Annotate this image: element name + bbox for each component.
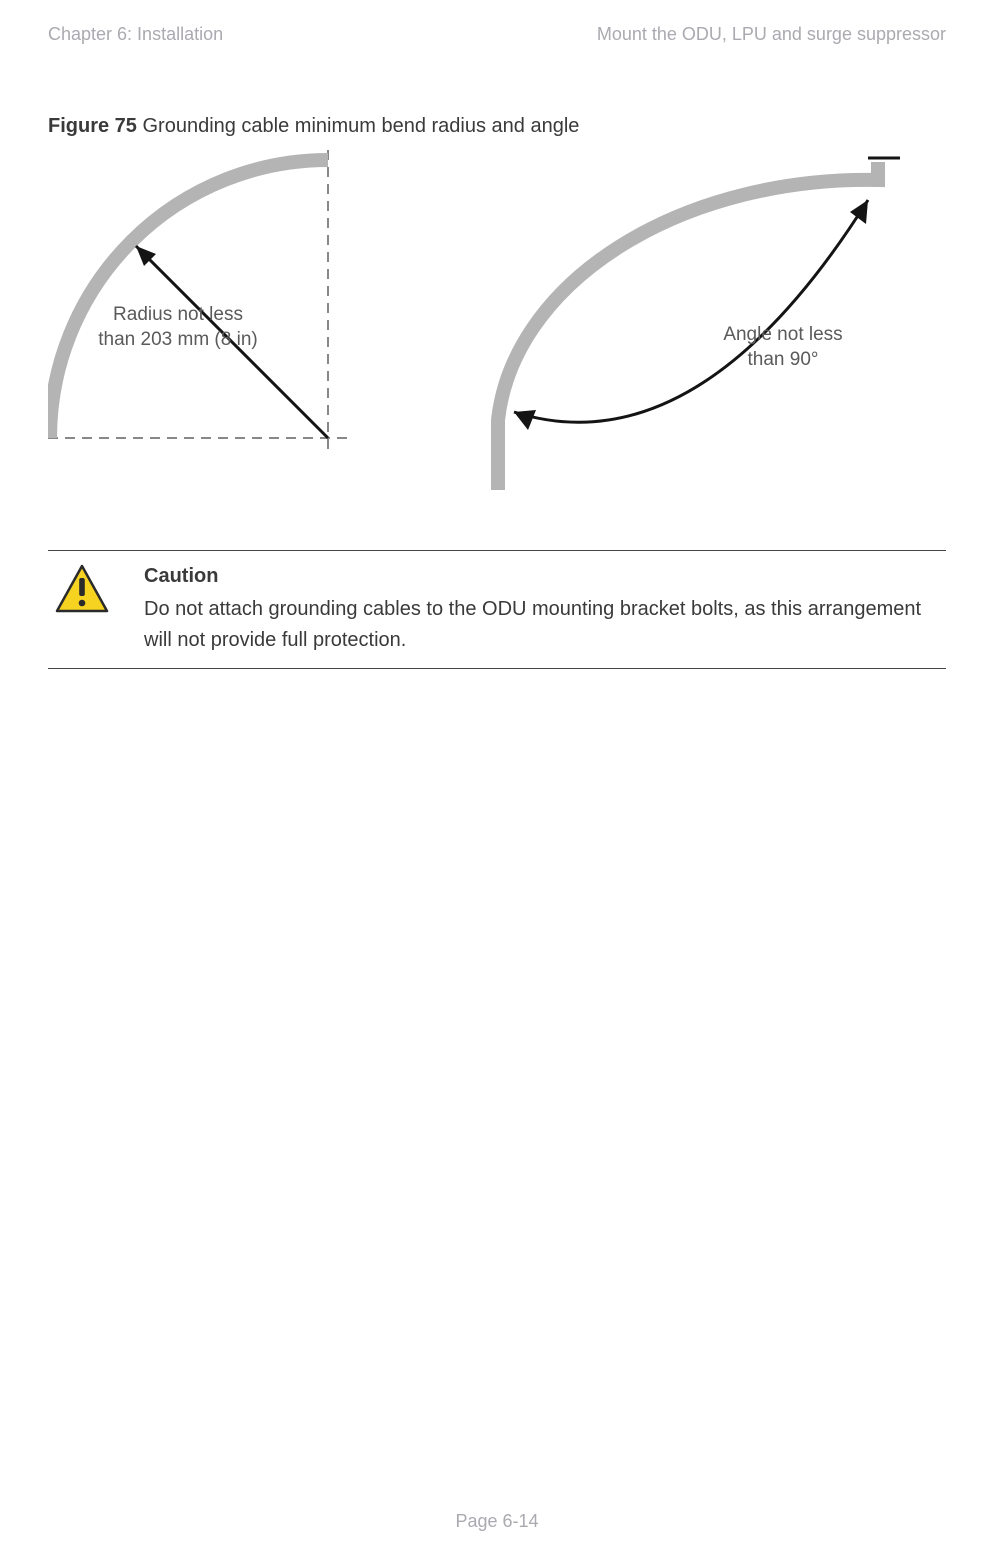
exclamation-dot [79, 600, 86, 607]
right-label-line1: Angle not less [723, 324, 842, 345]
figure-caption: Figure 75 Grounding cable minimum bend r… [48, 115, 946, 138]
right-group: Angle not less than 90° [498, 158, 900, 490]
page: Chapter 6: Installation Mount the ODU, L… [0, 0, 994, 1556]
header-right: Mount the ODU, LPU and surge suppressor [597, 24, 946, 45]
figure-area: Radius not less than 203 mm (8 in) Angle… [48, 150, 946, 510]
header-left: Chapter 6: Installation [48, 24, 223, 45]
caution-body: Do not attach grounding cables to the OD… [144, 594, 946, 656]
angle-arrow-right [850, 200, 868, 224]
angle-arrow-left [514, 410, 536, 430]
left-label-line1: Radius not less [113, 304, 243, 325]
page-footer: Page 6-14 [0, 1511, 994, 1532]
figure-label: Figure 75 [48, 115, 137, 137]
right-label-line2: than 90° [748, 349, 819, 370]
exclamation-bar [79, 578, 85, 596]
figure-caption-text: Grounding cable minimum bend radius and … [137, 115, 580, 137]
caution-title: Caution [144, 561, 946, 592]
warning-icon [54, 563, 110, 615]
bend-radius-diagram: Radius not less than 203 mm (8 in) Angle… [48, 150, 946, 500]
angle-curve [514, 200, 868, 422]
page-header: Chapter 6: Installation Mount the ODU, L… [48, 24, 946, 45]
left-label-line2: than 203 mm (8 in) [98, 329, 257, 350]
caution-text: Caution Do not attach grounding cables t… [144, 561, 946, 656]
caution-block: Caution Do not attach grounding cables t… [48, 550, 946, 669]
caution-icon-cell [48, 561, 144, 656]
